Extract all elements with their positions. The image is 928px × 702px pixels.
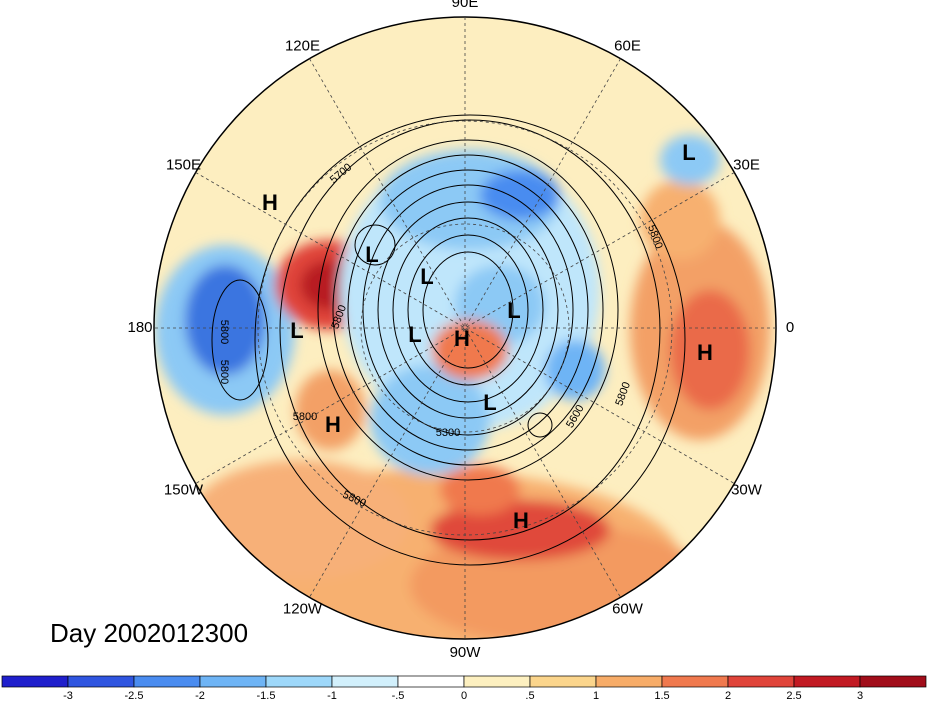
low-pressure-label: L — [290, 318, 303, 343]
high-pressure-label: H — [513, 508, 529, 533]
colorbar-tick-label: -3 — [63, 690, 73, 702]
longitude-label: 90E — [452, 0, 479, 11]
colorbar-tick-label: -1.5 — [257, 690, 276, 702]
colorbar-swatch — [529, 675, 597, 688]
contour-label: 5800 — [293, 411, 317, 423]
contour-label: 5800 — [218, 320, 230, 344]
height-contours — [211, 114, 686, 566]
longitude-label: 150W — [164, 481, 204, 498]
colorbar-swatch — [595, 675, 663, 688]
colorbar-tick-label: -.5 — [392, 690, 405, 702]
colorbar: -3 -2.5 -2 -1.5 -1 -.5 0 .5 1 1.5 2 2.5 3 — [1, 675, 927, 702]
high-pressure-label: H — [454, 326, 470, 351]
colorbar-tick-label: 0 — [461, 690, 467, 702]
contour-label: 5300 — [436, 427, 460, 439]
longitude-label: 60E — [614, 37, 641, 54]
contour-label: 5800 — [218, 360, 230, 384]
high-pressure-label: H — [697, 340, 713, 365]
colorbar-tick-label: 2 — [725, 690, 731, 702]
high-pressure-label: H — [262, 190, 278, 215]
colorbar-tick-label: .5 — [525, 690, 534, 702]
longitude-labels: 90E 60E 30E 0 30W 60W 90W 120W 150W 180 150E 120E — [127, 0, 794, 661]
colorbar-tick-label: 1.5 — [654, 690, 669, 702]
colorbar-tick-label: -1 — [327, 690, 337, 702]
colorbar-tick-label: 1 — [593, 690, 599, 702]
high-pressure-label: H — [325, 412, 341, 437]
colorbar-swatch — [265, 675, 333, 688]
longitude-label: 90W — [450, 644, 482, 661]
longitude-label: 120W — [283, 600, 323, 617]
longitude-label: 30W — [731, 481, 763, 498]
longitude-label: 150E — [166, 156, 201, 173]
colorbar-tick-label: -2 — [195, 690, 205, 702]
colorbar-tick-label: -2.5 — [125, 690, 144, 702]
colorbar-swatch — [793, 675, 861, 688]
colorbar-swatch — [133, 675, 201, 688]
low-pressure-label: L — [682, 140, 695, 165]
colorbar-swatch — [661, 675, 729, 688]
colorbar-swatch — [331, 675, 399, 688]
low-pressure-label: L — [483, 390, 496, 415]
colorbar-swatch — [859, 675, 927, 688]
longitude-label: 60W — [612, 600, 644, 617]
low-pressure-label: L — [507, 298, 520, 323]
low-pressure-label: L — [420, 264, 433, 289]
colorbar-swatch — [67, 675, 135, 688]
colorbar-swatch — [463, 675, 531, 688]
colorbar-tick-label: 2.5 — [786, 690, 801, 702]
low-pressure-label: L — [408, 322, 421, 347]
colorbar-swatch — [397, 675, 465, 688]
map-title: Day 2002012300 — [50, 618, 249, 648]
colorbar-swatch — [199, 675, 267, 688]
pressure-centers: H L H L L L H L L L H H — [262, 140, 713, 533]
colorbar-tick-label: 3 — [857, 690, 863, 702]
longitude-label: 0 — [786, 319, 794, 336]
colorbar-swatch — [1, 675, 69, 688]
low-pressure-label: L — [365, 242, 378, 267]
graticule — [153, 16, 777, 640]
longitude-label: 180 — [127, 319, 152, 336]
colorbar-swatch — [727, 675, 795, 688]
longitude-label: 30E — [733, 156, 760, 173]
longitude-label: 120E — [285, 37, 320, 54]
